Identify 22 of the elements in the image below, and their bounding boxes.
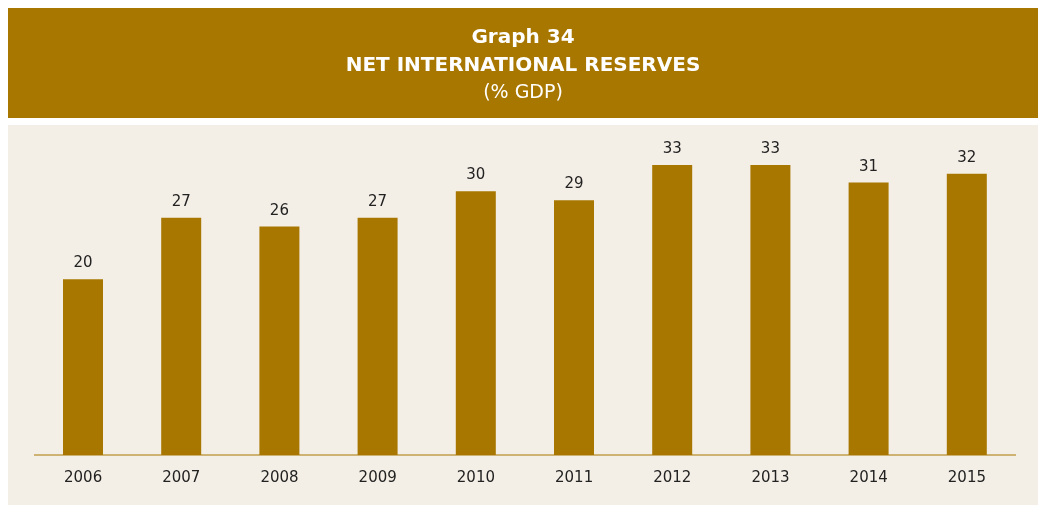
data-label: 31 — [859, 156, 879, 175]
data-label: 29 — [564, 174, 584, 193]
chart-subtitle: (% GDP) — [482, 79, 564, 104]
data-label: 33 — [662, 139, 682, 157]
data-label: 27 — [368, 191, 388, 210]
x-tick-label: 2014 — [849, 467, 888, 486]
data-label: 26 — [269, 200, 289, 219]
data-label: 32 — [957, 147, 977, 166]
x-tick-label: 2007 — [162, 467, 201, 486]
data-label: 20 — [73, 253, 93, 272]
x-tick-label: 2010 — [456, 467, 495, 486]
data-label: 30 — [466, 165, 486, 184]
x-tick-label: 2008 — [260, 467, 299, 486]
x-tick-label: 2015 — [947, 467, 986, 486]
data-label: 33 — [760, 139, 780, 157]
x-tick-label: 2013 — [751, 467, 790, 486]
x-tick-label: 2009 — [358, 467, 397, 486]
chart-title: Graph 34 NET INTERNATIONAL RESERVES — [344, 23, 702, 78]
data-label: 27 — [171, 191, 191, 210]
x-tick-label: 2006 — [64, 467, 103, 486]
x-tick-label: 2012 — [653, 467, 692, 486]
x-tick-label: 2011 — [555, 467, 594, 486]
